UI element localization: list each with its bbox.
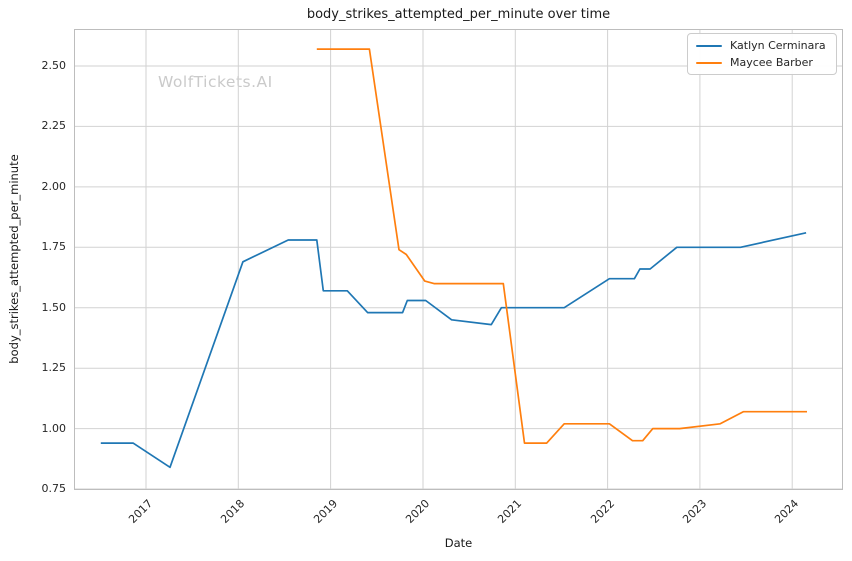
x-tick-label: 2023: [680, 497, 710, 526]
legend-label: Maycee Barber: [730, 56, 813, 69]
y-axis-label: body_strikes_attempted_per_minute: [7, 154, 21, 364]
series-line: [316, 48, 807, 444]
legend-item: Katlyn Cerminara: [696, 39, 828, 52]
y-tick-label: 1.50: [41, 300, 67, 314]
y-tick-label: 2.25: [41, 119, 67, 133]
legend-line-sample-icon: [696, 61, 722, 64]
y-tick-label: 1.25: [41, 361, 67, 375]
plot-border: [74, 29, 843, 490]
y-tick-label: 2.00: [41, 179, 67, 193]
x-tick-label: 2018: [218, 497, 248, 526]
y-tick-label: 0.75: [41, 482, 67, 496]
watermark: WolfTickets.AI: [158, 73, 273, 91]
legend-line-sample-icon: [696, 44, 722, 47]
y-tick-label: 2.50: [41, 58, 67, 72]
x-tick-label: 2024: [772, 497, 802, 526]
x-tick-label: 2021: [495, 497, 525, 526]
x-tick-label: 2019: [310, 497, 340, 526]
legend: Katlyn Cerminara Maycee Barber: [687, 33, 837, 75]
y-tick-label: 1.75: [41, 240, 67, 254]
plot-area: WolfTickets.AI: [74, 29, 843, 490]
legend-item: Maycee Barber: [696, 56, 828, 69]
y-tick-label: 1.00: [41, 421, 67, 435]
chart-title: body_strikes_attempted_per_minute over t…: [306, 7, 611, 22]
x-axis-label: Date: [444, 536, 473, 550]
series-line: [100, 231, 807, 469]
x-tick-label: 2020: [403, 497, 433, 526]
x-tick-label: 2017: [126, 497, 156, 526]
x-tick-label: 2022: [587, 497, 617, 526]
plot-canvas: [74, 29, 843, 490]
legend-label: Katlyn Cerminara: [730, 39, 826, 52]
